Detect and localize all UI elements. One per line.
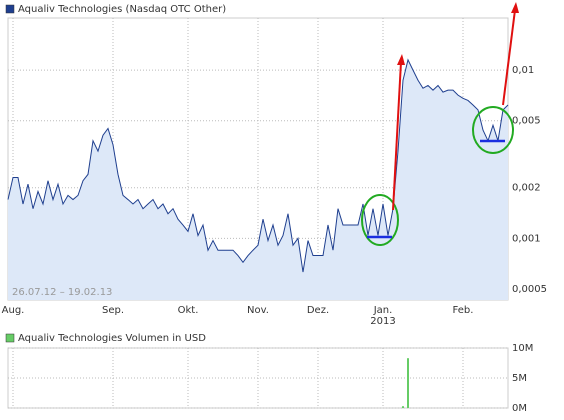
under-layer [8,347,508,409]
x-tick-label: Feb. [453,305,474,316]
volume-bar [407,358,409,408]
circle-annotation [361,194,399,246]
area [8,59,508,300]
legend-swatch [5,333,15,343]
price-line [7,58,509,273]
legend-label: Aqualiv Technologies (Nasdaq OTC Other) [18,4,226,15]
x-tick-label: Sep. [102,305,124,316]
y-tick-label: 0M [512,403,527,414]
x-tick-label: Dez. [307,305,329,316]
range-label: 26.07.12 – 19.02.13 [12,287,112,298]
arrow-head [397,54,405,65]
y-tick-label: 0,01 [512,65,534,76]
legend-swatch [5,4,15,14]
under-layer [8,18,508,408]
annotations [361,2,519,246]
arrow [392,61,402,211]
y-tick-label: 10M [512,343,533,354]
x-tick-label: Okt. [178,305,199,316]
circle-annotation [472,106,514,154]
y-tick-label: 0,0005 [512,284,547,295]
y-tick-label: 0,005 [512,116,541,127]
year-label: 2013 [370,316,395,327]
x-tick-label: Jan. [373,305,393,316]
arrow-head [511,2,519,13]
y-tick-label: 5M [512,373,527,384]
x-tick-label: Nov. [247,305,269,316]
volume-bar [402,406,404,408]
x-tick-label: Aug. [2,305,25,316]
y-tick-label: 0,001 [512,233,541,244]
y-tick-label: 0,002 [512,183,541,194]
arrow [502,9,516,106]
legend-label: Aqualiv Technologies Volumen in USD [18,333,206,344]
